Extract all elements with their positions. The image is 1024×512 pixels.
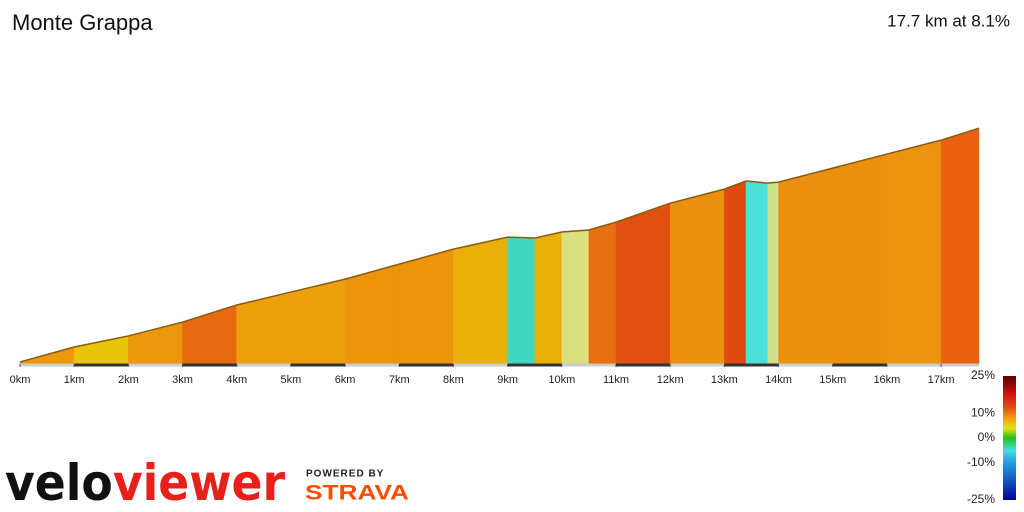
gradient-segment <box>507 236 535 366</box>
gradient-segment <box>344 263 400 366</box>
colorbar-label: 25% <box>971 368 995 382</box>
gradient-segment <box>534 231 563 366</box>
x-tick-label: 17km <box>928 374 955 386</box>
x-tick-label: 1km <box>64 374 85 386</box>
strava: STRAVA <box>305 482 409 505</box>
gradient-segment <box>615 202 671 366</box>
gradient-segment <box>290 278 346 366</box>
x-tick-label: 13km <box>711 374 738 386</box>
gradient-segment <box>745 180 768 366</box>
colorbar-label: -10% <box>967 455 995 469</box>
x-tick-label: 6km <box>335 374 356 386</box>
x-tick-label: 4km <box>226 374 247 386</box>
gradient-segment <box>561 229 590 366</box>
gradient-segment <box>73 335 129 366</box>
x-tick-label: 7km <box>389 374 410 386</box>
powered-by: POWERED BY <box>306 469 384 480</box>
x-tick-label: 10km <box>548 374 575 386</box>
gradient-segment <box>886 139 942 366</box>
gradient-segment <box>940 127 980 366</box>
gradient-segment <box>832 153 888 366</box>
logo: veloviewer <box>5 454 285 512</box>
gradient-segment <box>767 181 779 366</box>
x-tick-label: 5km <box>281 374 302 386</box>
x-tick-label: 2km <box>118 374 139 386</box>
x-tick-label: 11km <box>603 374 629 386</box>
x-tick-label: 3km <box>172 374 193 386</box>
gradient-segment <box>399 248 454 366</box>
x-tick-label: 0km <box>10 374 31 386</box>
x-tick-label: 14km <box>765 374 792 386</box>
gradient-segment <box>669 188 725 366</box>
x-tick-label: 16km <box>873 374 900 386</box>
colorbar-label: 10% <box>971 405 995 419</box>
logo-part: velo <box>5 454 113 512</box>
gradient-segment <box>778 167 833 366</box>
x-tick-label: 8km <box>443 374 464 386</box>
colorbar-label: 0% <box>978 430 996 444</box>
profile-line <box>19 127 980 363</box>
gradient-segment <box>453 236 508 366</box>
x-tick-label: 12km <box>657 374 684 386</box>
colorbar <box>1003 376 1016 500</box>
gradient-segment <box>588 221 617 366</box>
summary: 17.7 km at 8.1% <box>887 11 1010 30</box>
gradient-segment <box>724 180 747 366</box>
colorbar-label: -25% <box>967 492 995 506</box>
x-tick-label: 15km <box>819 374 846 386</box>
x-tick-label: 9km <box>497 374 518 386</box>
logo-part: viewer <box>113 454 285 512</box>
title: Monte Grappa <box>12 10 153 35</box>
